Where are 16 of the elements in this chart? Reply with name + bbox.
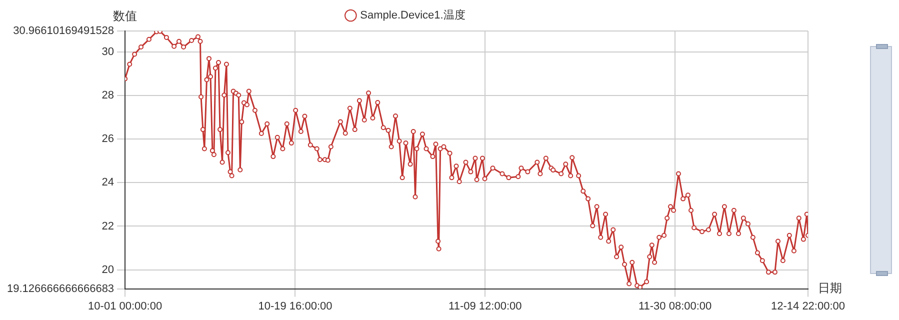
x-tick-label: 10-01 00:00:00 [88, 300, 162, 312]
y-tick-label: 20 [102, 264, 114, 276]
y-tick-label: 30.96610169491528 [13, 25, 114, 38]
y-tick-label: 22 [102, 220, 114, 232]
y-tick-label: 19.126666666666683 [6, 282, 114, 295]
y-tick-label: 24 [102, 176, 114, 189]
legend-label: Sample.Device1.温度 [360, 8, 466, 22]
x-tick-label: 11-09 12:00:00 [448, 300, 522, 312]
y-tick-label: 28 [102, 90, 114, 102]
x-tick-label: 10-19 16:00:00 [258, 300, 332, 312]
y-axis-title: 数值 [113, 9, 138, 24]
y-tick-label: 30 [102, 46, 114, 58]
x-tick-label: 11-30 08:00:00 [638, 300, 712, 312]
y-tick-label: 26 [102, 133, 114, 146]
x-axis-title: 日期 [818, 280, 842, 295]
x-tick-label: 12-14 22:00:00 [770, 300, 846, 312]
